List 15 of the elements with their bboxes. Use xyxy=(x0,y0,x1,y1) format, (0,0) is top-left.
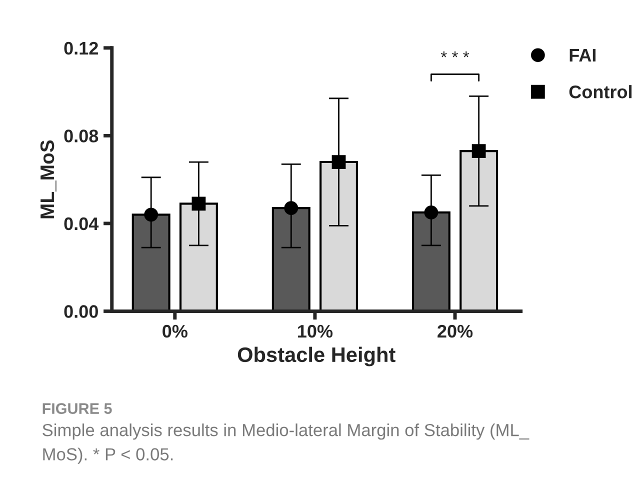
y-axis-title: ML_MoS xyxy=(40,140,56,218)
caption: FIGURE 5 xyxy=(42,403,112,414)
legend-label: Control xyxy=(569,85,632,98)
y-tick-label: 0.08 xyxy=(64,130,98,142)
x-tick-label: 20% xyxy=(438,324,473,338)
text: Simple analysis results in Medio-lateral Margin of Stability (ML_ xyxy=(42,424,530,440)
x-tick-label: 0% xyxy=(162,324,188,338)
y-tick-label: 0.04 xyxy=(64,217,99,230)
x-axis-title: Obstacle Height xyxy=(238,346,396,366)
x-tick-label: 10% xyxy=(298,324,333,338)
annotation: * * * xyxy=(440,51,470,58)
y-tick-label: 0.00 xyxy=(64,305,98,318)
y-tick-label: 0.12 xyxy=(64,42,98,55)
legend-label: FAI xyxy=(570,49,596,62)
text: MoS). * P < 0.05. xyxy=(43,448,173,464)
